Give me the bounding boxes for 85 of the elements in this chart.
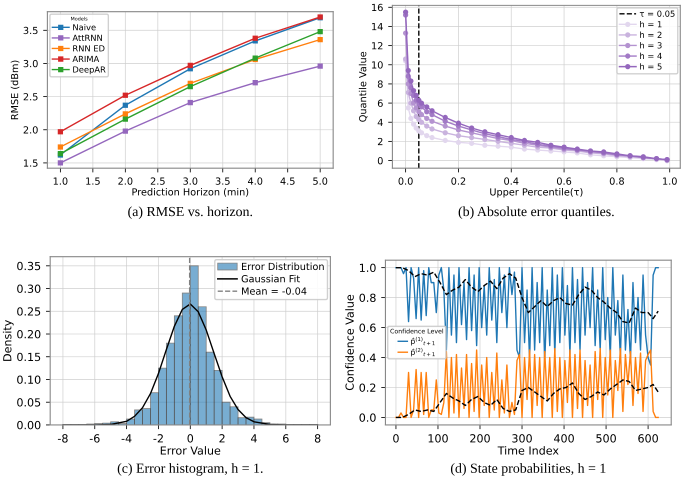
y-tick-label: 12 (372, 42, 382, 50)
x-axis-title: Error Value (160, 446, 220, 455)
y-axis-title: Density (2, 320, 14, 361)
text: (b) Absolute error quantiles. (458, 206, 614, 220)
y-tick-label: 2.0 (24, 126, 38, 134)
y-tick-label: 1.5 (24, 160, 38, 167)
text: (a) RMSE vs. horizon. (128, 206, 252, 220)
y-tick-label: 16 (372, 4, 383, 12)
x-tick-label: 0.0 (398, 177, 413, 185)
x-tick-label: 0 (187, 434, 194, 443)
x-tick-label: 5.0 (313, 177, 328, 185)
y-tick-label: 0.25 (17, 307, 40, 316)
y-tick-label: 10 (372, 61, 383, 69)
y-tick-label: 0.0 (359, 413, 376, 422)
legend-label: RNN ED (73, 45, 104, 52)
y-tick-label: 0.35 (17, 262, 40, 270)
x-axis-title: Upper Percentile(τ) (490, 188, 582, 198)
y-tick-label: 2 (378, 138, 382, 146)
y-tick-label: 8 (378, 80, 383, 88)
y-tick-label: 6 (378, 100, 383, 107)
legend-label: AttRNN (72, 34, 102, 41)
legend-label: Error Distribution (242, 262, 324, 270)
legend-label: τ = 0.05 (640, 10, 675, 17)
legend-label: Naive (73, 24, 96, 30)
legend-label: ARIMA (72, 56, 100, 62)
x-tick-label: 0.6 (556, 177, 572, 185)
y-tick-label: 3.0 (24, 60, 38, 68)
x-tick-label: 200 (470, 434, 490, 443)
x-tick-label: 2.5 (150, 177, 165, 185)
x-tick-label: 8 (314, 434, 320, 443)
y-tick-label: 2.5 (24, 93, 38, 100)
legend-label: Mean = -0.04 (242, 287, 306, 295)
x-tick-label: -2 (153, 434, 163, 442)
y-tick-label: 0.20 (17, 330, 40, 338)
y-tick-label: 4 (378, 118, 383, 126)
x-tick-label: 1.0 (663, 177, 677, 185)
x-tick-label: -6 (90, 434, 100, 443)
x-tick-label: 1.0 (54, 177, 68, 185)
y-tick-label: 0.6 (359, 324, 376, 332)
text: (c) Error histogram, h = 1. (118, 463, 263, 476)
x-tick-label: 4.5 (280, 178, 295, 185)
x-tick-label: 300 (512, 434, 532, 443)
x-tick-label: 3.0 (183, 177, 198, 185)
x-axis-title: Prediction Horizon (min) (132, 188, 248, 197)
legend-label: h = 3 (640, 42, 662, 49)
x-tick-label: 400 (554, 434, 574, 443)
y-axis-title: RMSE (dBm) (10, 60, 20, 120)
x-axis-title: Time Index (498, 446, 559, 455)
y-tick-label: 0.8 (359, 294, 376, 302)
x-tick-label: 2 (219, 434, 225, 442)
x-tick-label: 2.0 (118, 177, 132, 185)
y-tick-label: 0.05 (17, 398, 40, 407)
y-tick-label: 0.10 (17, 375, 40, 384)
legend-label: DeepAR (73, 66, 106, 74)
y-axis-title: Confidence Value (345, 294, 354, 390)
legend-label: h = 1 (640, 20, 662, 28)
text: (d) State probabilities, h = 1 (450, 463, 606, 476)
legend-label: h = 4 (640, 52, 662, 59)
y-tick-label: 0.4 (359, 354, 376, 362)
y-tick-label: 1.0 (360, 264, 376, 272)
x-tick-label: 600 (638, 434, 658, 443)
x-tick-label: 3.5 (216, 177, 230, 185)
y-tick-label: 0.30 (17, 284, 40, 293)
x-tick-label: -4 (122, 434, 132, 442)
x-tick-label: 0.4 (504, 177, 518, 185)
y-tick-label: 0.15 (17, 352, 40, 362)
y-tick-label: 0.00 (17, 420, 40, 430)
x-tick-label: 500 (596, 434, 616, 443)
y-axis-title: Quantile Value (358, 52, 368, 122)
legend-label: h = 5 (640, 63, 662, 70)
x-tick-label: 6 (283, 434, 289, 443)
x-tick-label: 0 (393, 434, 399, 443)
x-tick-label: 0.8 (610, 177, 624, 185)
x-tick-label: 4.0 (248, 177, 262, 185)
x-tick-label: 4 (250, 434, 257, 442)
y-tick-label: 0 (378, 157, 383, 164)
y-tick-label: 0.2 (359, 383, 376, 392)
x-tick-label: 1.5 (86, 178, 100, 185)
legend-label: Gaussian Fit (242, 274, 300, 282)
legend-label: h = 2 (640, 32, 662, 38)
x-tick-label: 100 (428, 434, 448, 443)
x-tick-label: 0.2 (451, 177, 466, 185)
x-tick-label: -8 (58, 434, 68, 443)
y-tick-label: 3.5 (24, 26, 38, 34)
y-tick-label: 14 (372, 23, 383, 30)
